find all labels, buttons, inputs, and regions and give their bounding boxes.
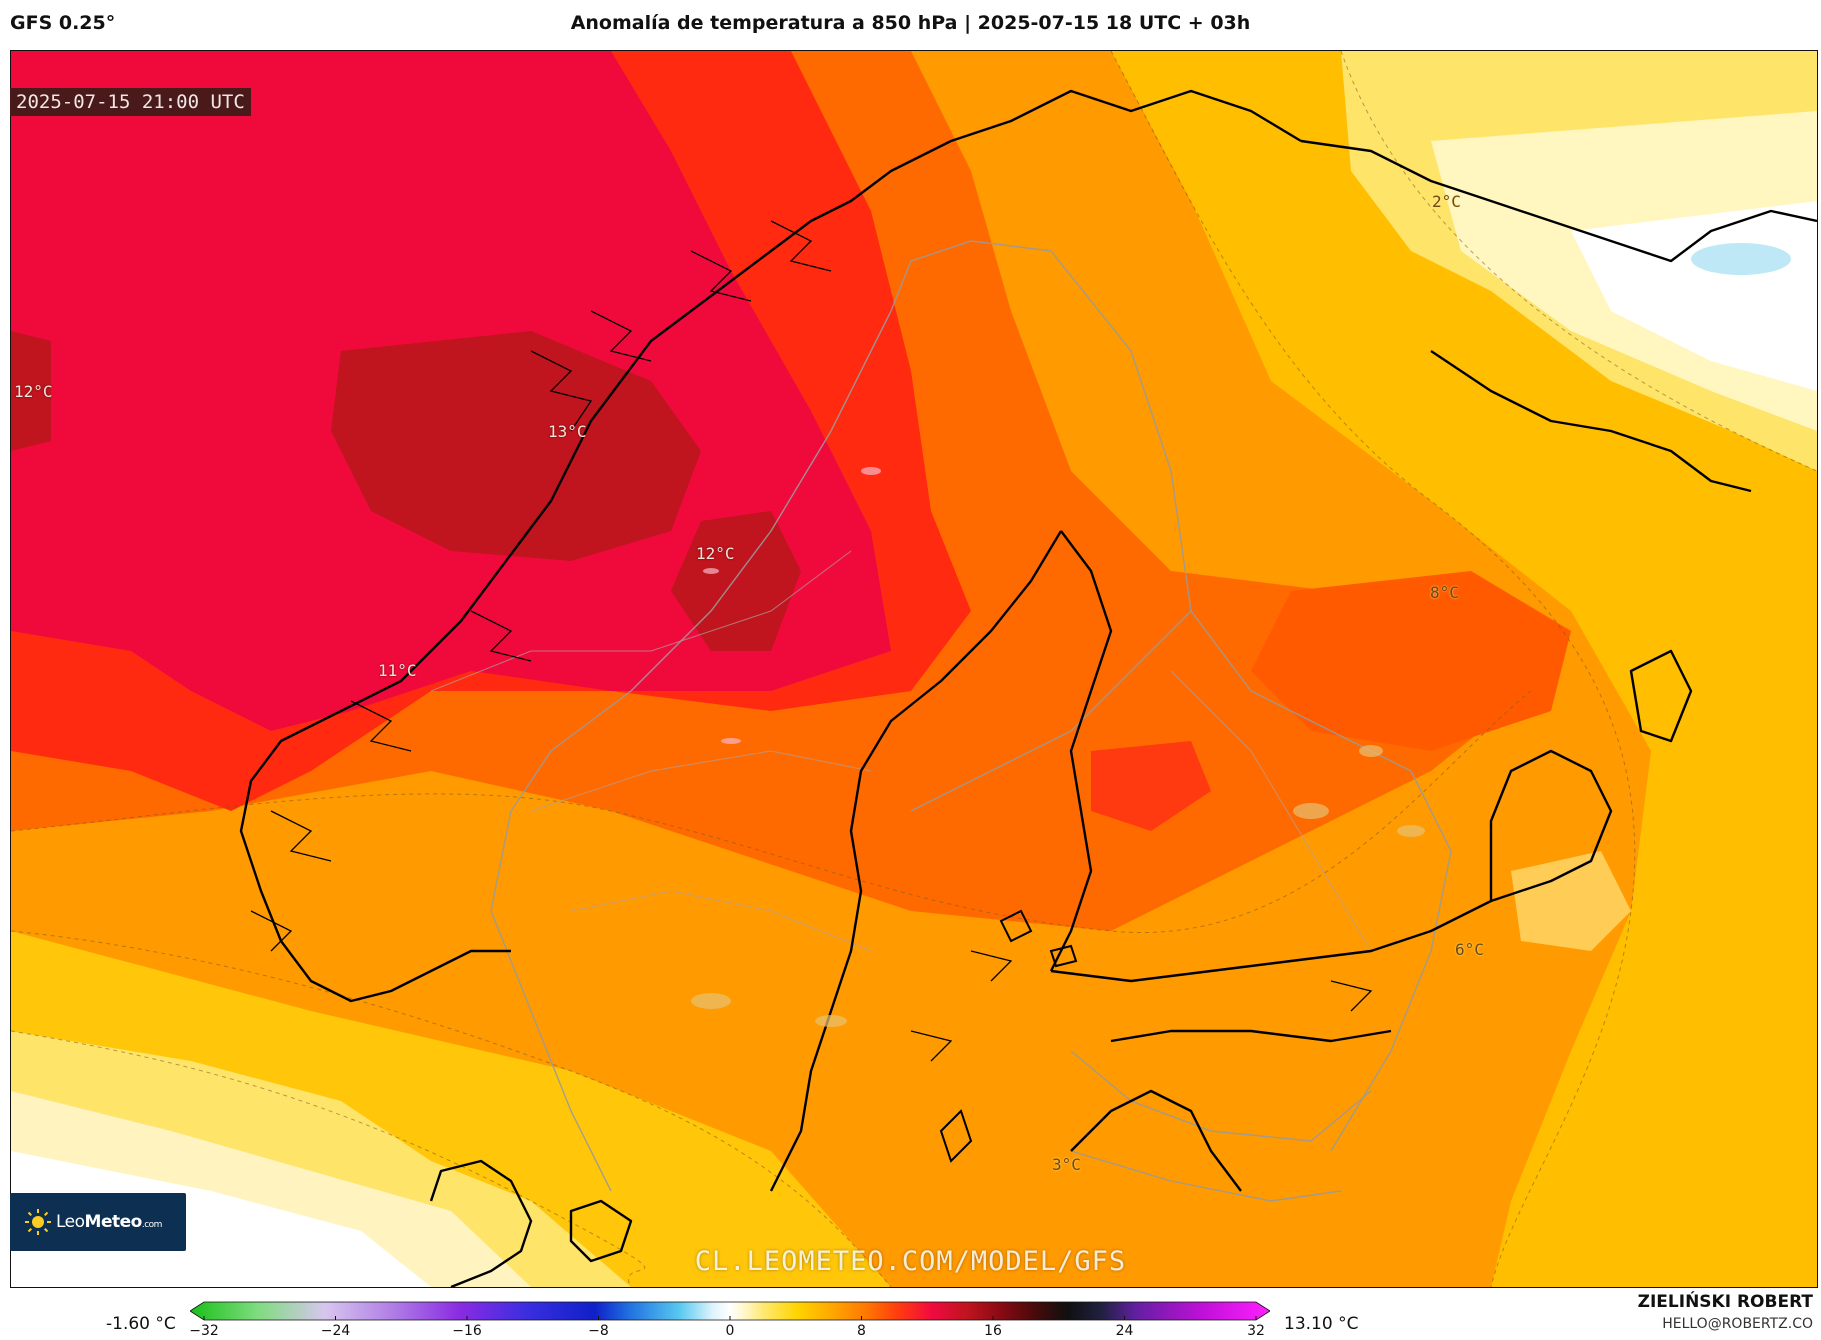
leometeo-logo[interactable]: LeoMeteo.com xyxy=(10,1193,186,1251)
isotherm-label: 11°C xyxy=(378,661,417,680)
isotherm-label: 12°C xyxy=(696,544,735,563)
isotherm-label: 8°C xyxy=(1430,583,1459,602)
model-name: GFS 0.25° xyxy=(10,12,116,34)
author-credit: ZIELIŃSKI ROBERT HELLO@ROBERTZ.CO xyxy=(1638,1292,1813,1332)
colorbar-tick-label: −32 xyxy=(189,1323,219,1339)
author-email[interactable]: HELLO@ROBERTZ.CO xyxy=(1662,1316,1813,1332)
isotherm-label: 3°C xyxy=(1052,1155,1081,1174)
isotherm-label: 6°C xyxy=(1455,940,1484,959)
valid-time-badge: 2025-07-15 21:00 UTC xyxy=(10,88,251,116)
colorbar-tick-label: 16 xyxy=(984,1323,1002,1339)
sun-icon xyxy=(25,1209,51,1235)
colorbar-tick-label: −8 xyxy=(588,1323,609,1339)
url-watermark: CL.LEOMETEO.COM/MODEL/GFS xyxy=(694,1246,1127,1277)
colorbar-tick-label: 24 xyxy=(1115,1323,1134,1339)
colorbar-max-value: 13.10 °C xyxy=(1284,1314,1359,1334)
author-name: ZIELIŃSKI ROBERT xyxy=(1637,1292,1813,1312)
temperature-anomaly-map[interactable] xyxy=(10,50,1818,1288)
isotherm-label: 12°C xyxy=(14,382,53,401)
colorbar-min-value: -1.60 °C xyxy=(106,1314,176,1334)
isotherm-label: 2°C xyxy=(1432,192,1461,211)
chart-title: Anomalía de temperatura a 850 hPa | 2025… xyxy=(570,12,1251,34)
map-canvas xyxy=(11,51,1817,1287)
isotherm-label: 13°C xyxy=(548,422,587,441)
colorbar-tick-label: 8 xyxy=(857,1323,866,1339)
logo-text: LeoMeteo.com xyxy=(56,1212,162,1232)
colorbar-tick-label: −16 xyxy=(452,1323,482,1339)
colorbar-tick-label: 32 xyxy=(1247,1323,1265,1339)
colorbar-tick-label: −24 xyxy=(320,1323,351,1339)
colorbar-tick-label: 0 xyxy=(725,1323,735,1339)
colorbar xyxy=(190,1301,1270,1321)
